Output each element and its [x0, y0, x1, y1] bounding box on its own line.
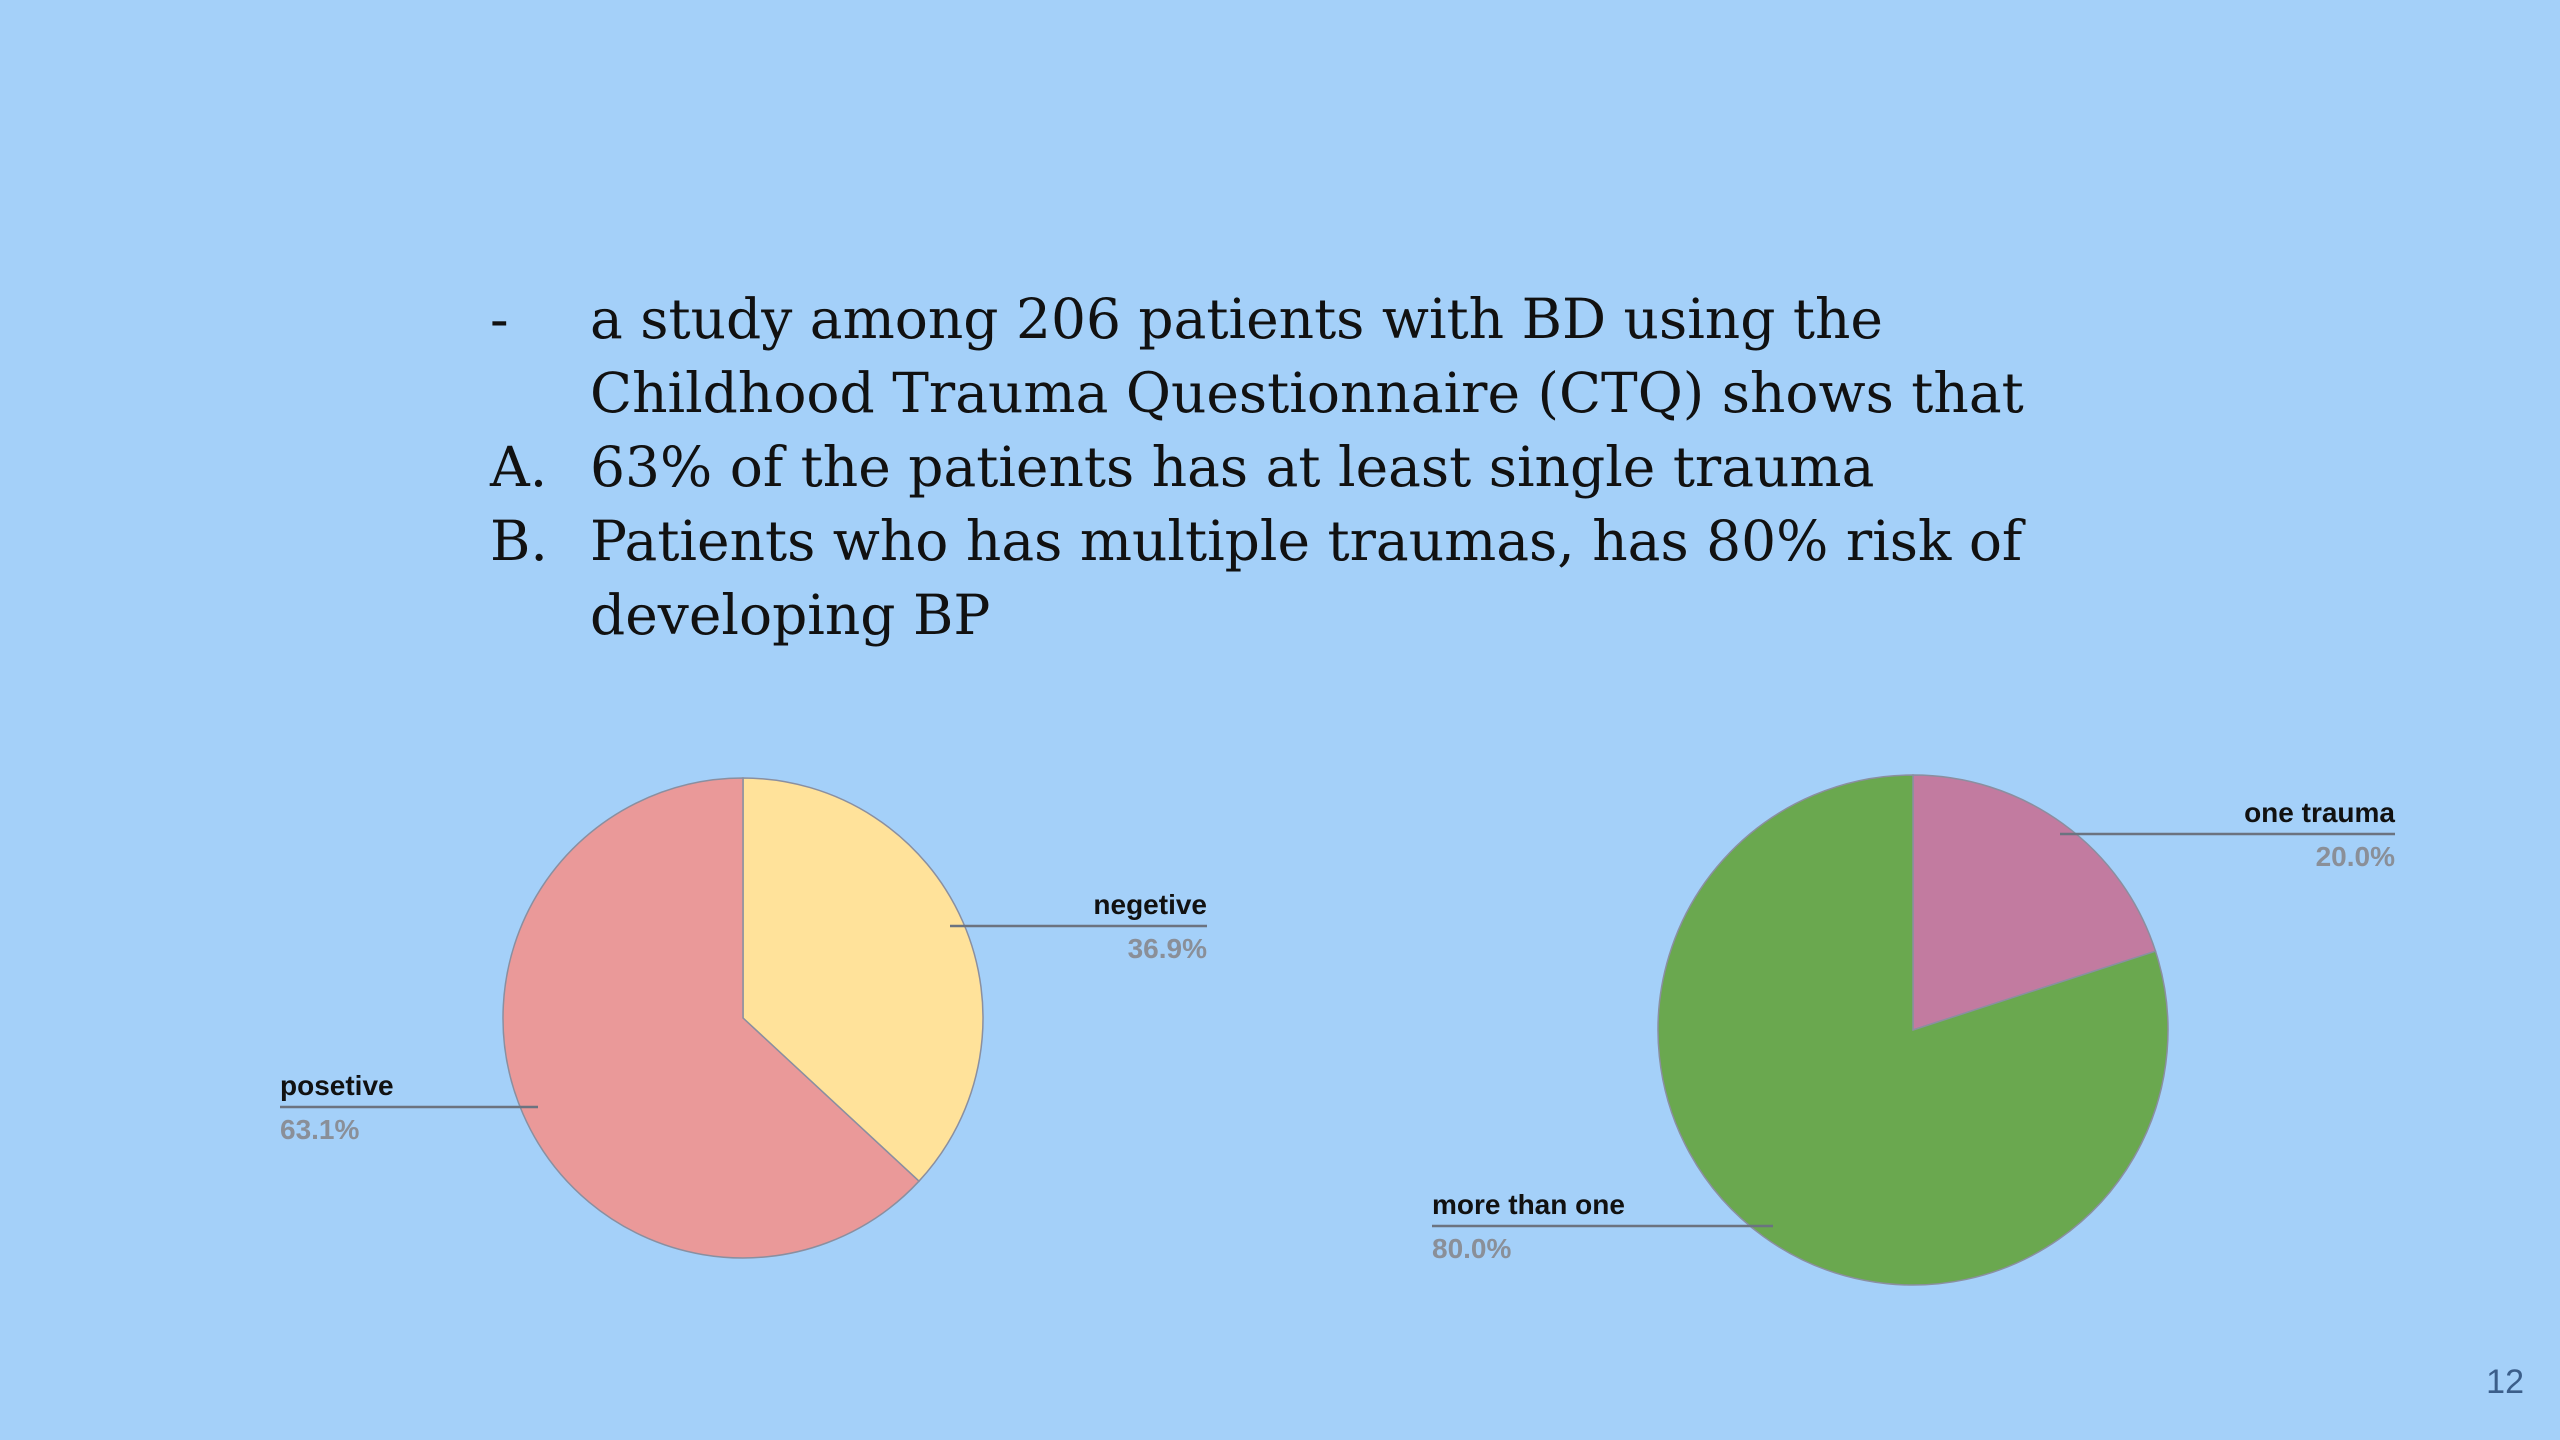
bullet-text: 63% of the patients has at least single …	[590, 435, 1875, 499]
pie-slice-more-than-one	[1657, 774, 2169, 1286]
slice-label: negetive	[1093, 889, 1207, 920]
bullet-marker: B.	[490, 509, 548, 573]
slice-percent: 36.9%	[1128, 933, 1207, 964]
slice-percent: 80.0%	[1432, 1233, 1511, 1264]
slice-label: posetive	[280, 1070, 394, 1101]
bullet-text: a study among 206 patients with BD using…	[590, 287, 2024, 425]
slice-percent: 63.1%	[280, 1114, 359, 1145]
pie-slice-posetive	[502, 777, 921, 1259]
bullet-item: - a study among 206 patients with BD usi…	[490, 282, 2050, 430]
slice-percent: 20.0%	[2316, 841, 2395, 872]
slice-label: more than one	[1432, 1189, 1625, 1220]
bullet-marker: A.	[490, 435, 548, 499]
slice-label: one trauma	[2244, 797, 2395, 828]
bullet-text: Patients who has multiple traumas, has 8…	[590, 509, 2023, 647]
bullet-item: A. 63% of the patients has at least sing…	[490, 430, 2050, 504]
pie-slice-negetive	[742, 777, 984, 1183]
bullet-marker: -	[490, 287, 509, 351]
bullet-item: B. Patients who has multiple traumas, ha…	[490, 504, 2050, 652]
pie-slice-one-trauma	[1912, 774, 2157, 1032]
bullet-list: - a study among 206 patients with BD usi…	[490, 282, 2050, 652]
page-number: 12	[2486, 1363, 2524, 1401]
